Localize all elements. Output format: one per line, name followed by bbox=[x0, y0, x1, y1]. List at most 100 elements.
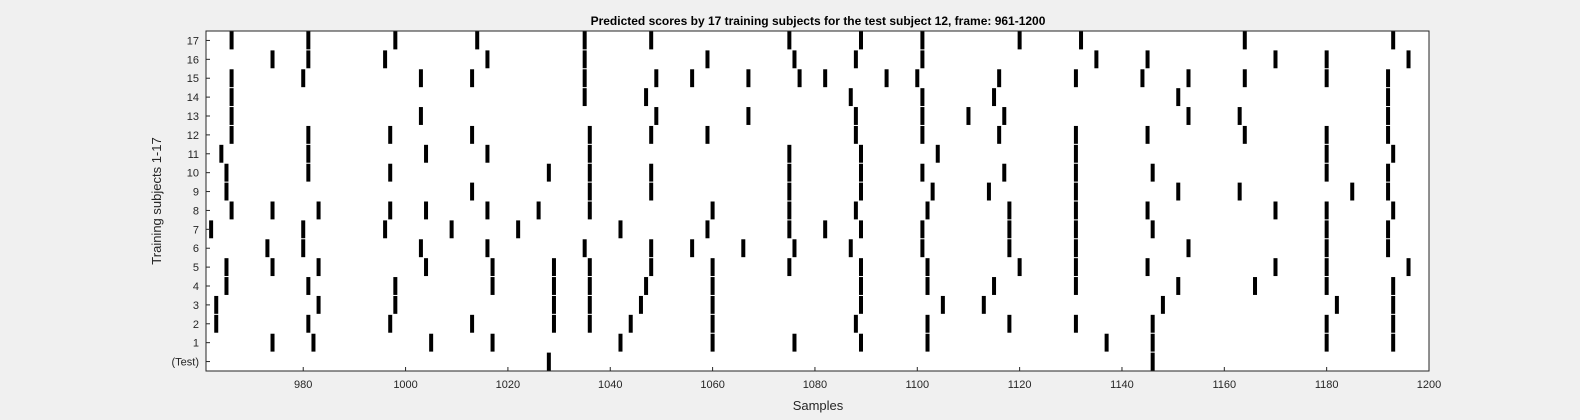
data-bar bbox=[551, 295, 556, 314]
data-bar bbox=[536, 201, 541, 220]
data-bar bbox=[1324, 163, 1329, 182]
data-bar bbox=[388, 201, 393, 220]
x-tick-label: 1020 bbox=[496, 379, 520, 391]
data-bar bbox=[858, 277, 863, 295]
data-bar bbox=[858, 295, 863, 314]
data-bar bbox=[224, 163, 229, 182]
data-bar bbox=[306, 125, 311, 144]
data-bar bbox=[644, 88, 649, 107]
data-bar bbox=[582, 88, 587, 107]
data-bar bbox=[920, 239, 925, 258]
data-bar bbox=[925, 277, 930, 295]
data-bar bbox=[1073, 125, 1078, 144]
data-bar bbox=[935, 144, 940, 163]
data-bar bbox=[485, 50, 490, 69]
data-bar bbox=[1073, 182, 1078, 201]
data-bar bbox=[710, 277, 715, 295]
data-bar bbox=[853, 314, 858, 333]
data-bar bbox=[654, 69, 659, 88]
y-tick-label: 10 bbox=[187, 168, 199, 180]
data-bar bbox=[1406, 50, 1411, 69]
data-bar bbox=[858, 220, 863, 239]
data-bar bbox=[997, 125, 1002, 144]
data-bar bbox=[1186, 69, 1191, 88]
data-bar bbox=[1073, 239, 1078, 258]
data-bar bbox=[1073, 314, 1078, 333]
data-bar bbox=[823, 220, 828, 239]
data-bar bbox=[316, 295, 321, 314]
data-bar bbox=[920, 88, 925, 107]
x-tick-label: 1080 bbox=[803, 379, 827, 391]
y-tick-label: 16 bbox=[187, 54, 199, 66]
data-bar bbox=[858, 31, 863, 50]
data-bar bbox=[229, 125, 234, 144]
x-tick-label: 1140 bbox=[1110, 379, 1134, 391]
data-bar bbox=[618, 220, 623, 239]
data-bar bbox=[618, 333, 623, 352]
data-bar bbox=[270, 333, 275, 352]
y-tick-label: 1 bbox=[193, 338, 199, 350]
x-tick-label: 1160 bbox=[1212, 379, 1236, 391]
data-bar bbox=[1324, 258, 1329, 277]
data-bar bbox=[992, 277, 997, 295]
data-bar bbox=[1391, 144, 1396, 163]
data-bar bbox=[930, 182, 935, 201]
y-tick-label: 6 bbox=[193, 243, 199, 255]
y-tick-label: 8 bbox=[193, 205, 199, 217]
data-bar bbox=[940, 295, 945, 314]
data-bar bbox=[1186, 239, 1191, 258]
data-bar bbox=[582, 50, 587, 69]
data-bar bbox=[1386, 182, 1391, 201]
data-bar bbox=[853, 107, 858, 125]
data-bar bbox=[1002, 107, 1007, 125]
data-bar bbox=[920, 220, 925, 239]
data-bar bbox=[992, 88, 997, 107]
data-bar bbox=[1324, 277, 1329, 295]
data-bar bbox=[1150, 163, 1155, 182]
data-bar bbox=[920, 125, 925, 144]
data-bar bbox=[925, 333, 930, 352]
data-bar bbox=[787, 220, 792, 239]
data-bar bbox=[710, 201, 715, 220]
data-bar bbox=[649, 125, 654, 144]
data-bar bbox=[587, 201, 592, 220]
x-tick-label: 980 bbox=[294, 379, 312, 391]
data-bar bbox=[1140, 69, 1145, 88]
data-bar bbox=[1073, 69, 1078, 88]
y-tick-label: 7 bbox=[193, 224, 199, 236]
data-bar bbox=[1406, 258, 1411, 277]
data-bar bbox=[690, 69, 695, 88]
data-bar bbox=[792, 239, 797, 258]
y-tick-label: 14 bbox=[187, 92, 199, 104]
data-bar bbox=[587, 258, 592, 277]
data-bar bbox=[383, 220, 388, 239]
data-bar bbox=[475, 31, 480, 50]
data-bar bbox=[1145, 258, 1150, 277]
data-bar bbox=[418, 107, 423, 125]
data-bar bbox=[1386, 163, 1391, 182]
data-bar bbox=[1073, 277, 1078, 295]
data-bar bbox=[1391, 277, 1396, 295]
data-bar bbox=[787, 258, 792, 277]
data-bar bbox=[966, 107, 971, 125]
data-bar bbox=[587, 182, 592, 201]
data-bar bbox=[915, 69, 920, 88]
x-tick-label: 1060 bbox=[700, 379, 724, 391]
data-bar bbox=[848, 239, 853, 258]
data-bar bbox=[705, 220, 710, 239]
data-bar bbox=[424, 201, 429, 220]
data-bar bbox=[1007, 239, 1012, 258]
data-bar bbox=[587, 125, 592, 144]
data-bar bbox=[853, 201, 858, 220]
data-bar bbox=[644, 277, 649, 295]
data-bar bbox=[1237, 107, 1242, 125]
data-bar bbox=[587, 314, 592, 333]
data-bar bbox=[858, 258, 863, 277]
y-tick-label: 17 bbox=[187, 35, 199, 47]
data-bar bbox=[270, 258, 275, 277]
data-bar bbox=[393, 31, 398, 50]
data-bar bbox=[219, 144, 224, 163]
data-bar bbox=[858, 182, 863, 201]
data-bar bbox=[470, 314, 475, 333]
data-marks bbox=[209, 31, 1411, 371]
